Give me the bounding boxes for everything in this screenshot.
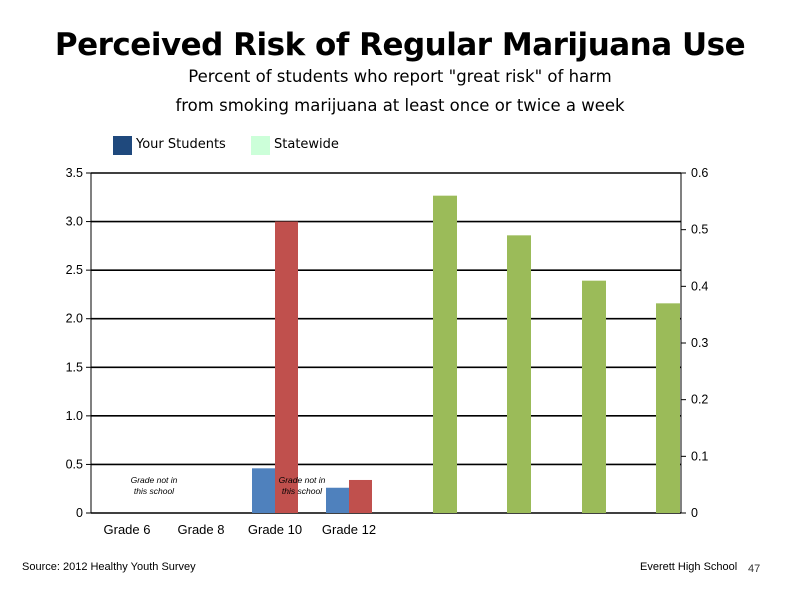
- left-axis-tick-label: 3.5: [66, 166, 83, 180]
- school-name: Everett High School: [640, 561, 738, 573]
- category-label: Grade 10: [248, 522, 302, 537]
- right-axis-tick-label: 0.3: [691, 336, 708, 350]
- category-label: Grade 6: [104, 522, 151, 537]
- right-axis-tick-label: 0: [691, 506, 698, 520]
- source-note: Source: 2012 Healthy Youth Survey: [22, 561, 196, 573]
- left-axis-tick-label: 2.0: [66, 312, 83, 326]
- left-axis-tick-label: 0: [76, 506, 83, 520]
- right-axis-tick-label: 0.1: [691, 449, 708, 463]
- category-label: Grade 12: [322, 522, 376, 537]
- left-axis-tick-label: 1.0: [66, 409, 83, 423]
- left-axis-tick-label: 2.5: [66, 263, 83, 277]
- right-axis-tick-label: 0.6: [691, 166, 708, 180]
- chart-subtitle-line-1: Percent of students who report "great ri…: [188, 67, 612, 86]
- bar: [326, 487, 349, 513]
- legend-label-your-students: Your Students: [136, 137, 226, 152]
- bar: [433, 195, 457, 513]
- legend-label-statewide: Statewide: [274, 137, 339, 152]
- annotation-grade-not-in-school: this school: [282, 486, 323, 496]
- legend-swatch-your-students: [113, 136, 132, 155]
- annotation-grade-not-in-school: Grade not in: [279, 475, 326, 485]
- annotation-grade-not-in-school: Grade not in: [131, 475, 178, 485]
- legend-swatch-statewide: [251, 136, 270, 155]
- page-number: 47: [748, 563, 761, 575]
- annotation-grade-not-in-school: this school: [134, 486, 175, 496]
- bar: [275, 221, 298, 514]
- bar: [507, 235, 531, 514]
- bar: [582, 280, 606, 513]
- right-axis-tick-label: 0.5: [691, 223, 708, 237]
- chart-title: Perceived Risk of Regular Marijuana Use: [54, 27, 746, 63]
- left-axis-tick-label: 3.0: [66, 215, 83, 229]
- bar: [252, 468, 275, 513]
- category-label: Grade 8: [178, 522, 225, 537]
- left-axis-tick-label: 0.5: [66, 457, 83, 471]
- bar: [349, 479, 372, 513]
- left-axis-tick-label: 1.5: [66, 360, 83, 374]
- chart-subtitle-line-2: from smoking marijuana at least once or …: [175, 96, 625, 115]
- right-axis-tick-label: 0.4: [691, 279, 708, 293]
- right-axis-tick-label: 0.2: [691, 393, 708, 407]
- bar: [656, 303, 680, 513]
